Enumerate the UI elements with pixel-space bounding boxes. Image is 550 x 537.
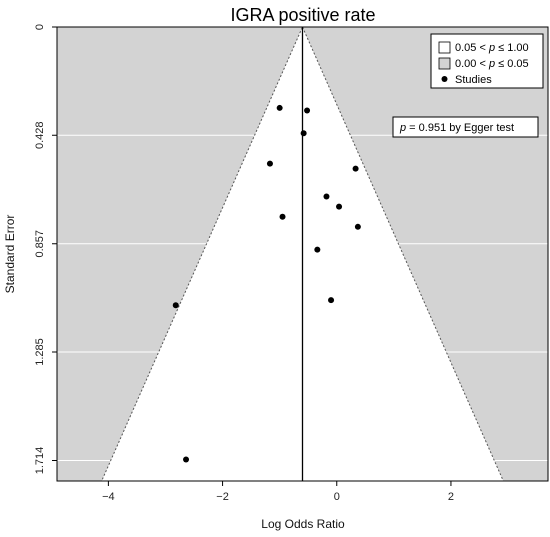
- study-point: [300, 130, 307, 137]
- study-point: [276, 104, 283, 111]
- study-point: [352, 165, 359, 172]
- legend-label-studies: Studies: [455, 74, 492, 86]
- plot-area: [56, 25, 549, 482]
- study-point: [354, 223, 361, 230]
- study-point: [314, 246, 321, 253]
- x-tick-label: 0: [334, 491, 340, 503]
- y-tick-label: 0: [34, 24, 46, 30]
- plot-border: [56, 26, 549, 482]
- y-axis: 0 0.428 0.857 1.285 1.714: [34, 24, 57, 474]
- legend-label-nonsig: 0.05 < p ≤ 1.00: [455, 42, 529, 54]
- x-tick-label: −4: [102, 491, 115, 503]
- annotation-text: p = 0.951 by Egger test: [399, 122, 514, 134]
- legend-label-sig: 0.00 < p ≤ 0.05: [455, 58, 529, 70]
- egger-annotation: p = 0.951 by Egger test: [392, 116, 539, 138]
- legend-swatch-nonsig: [438, 41, 451, 54]
- y-axis-title: Standard Error: [3, 215, 17, 294]
- study-point: [183, 456, 190, 463]
- study-point: [336, 203, 343, 210]
- x-tick-label: 2: [448, 491, 454, 503]
- y-tick-label: 1.285: [34, 338, 46, 366]
- legend-swatch-sig: [438, 57, 451, 70]
- study-point: [328, 297, 335, 304]
- legend: 0.05 < p ≤ 1.00 0.00 < p ≤ 0.05 Studies: [430, 33, 544, 89]
- x-axis: −4 −2 0 2: [102, 481, 454, 503]
- y-tick-label: 0.857: [34, 230, 46, 258]
- annotation-box: [392, 116, 539, 138]
- y-tick-label: 1.714: [34, 447, 46, 475]
- study-point: [323, 193, 330, 200]
- legend-marker-studies: [441, 76, 448, 82]
- x-axis-title: Log Odds Ratio: [261, 517, 345, 531]
- study-point: [304, 107, 311, 114]
- study-point: [279, 213, 286, 220]
- study-point: [266, 160, 273, 167]
- chart-title: IGRA positive rate: [230, 5, 375, 25]
- y-tick-label: 0.428: [34, 121, 46, 149]
- study-point: [172, 302, 179, 309]
- x-tick-label: −2: [216, 491, 229, 503]
- study-points: [172, 104, 361, 463]
